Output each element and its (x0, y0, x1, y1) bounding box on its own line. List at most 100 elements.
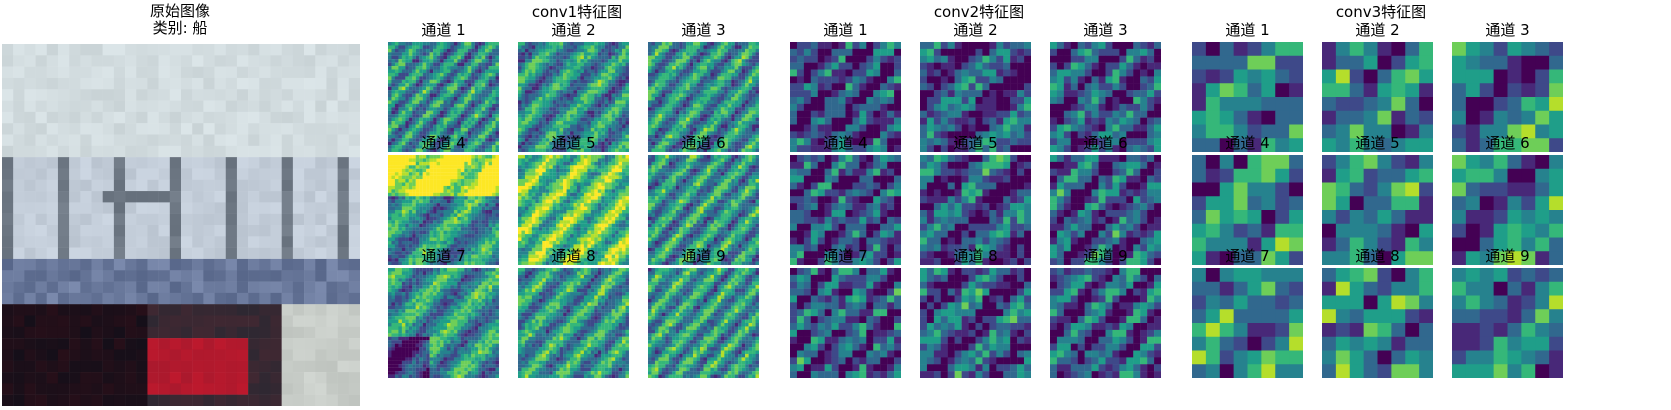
heatmap-cell (471, 66, 475, 70)
heatmap-cell (488, 182, 493, 187)
heatmap-cell (538, 124, 543, 129)
heatmap-cell (542, 127, 546, 132)
heatmap-cell (563, 45, 567, 49)
heatmap-cell (700, 45, 704, 49)
heatmap-cell (474, 124, 479, 129)
heatmap-cell (433, 69, 437, 74)
image-pixel (315, 168, 327, 180)
heatmap-cell (405, 172, 409, 176)
heatmap-cell (661, 90, 666, 94)
heatmap-cell (440, 165, 444, 169)
heatmap-cell (401, 131, 406, 135)
heatmap-cell (443, 240, 448, 245)
heatmap-cell (658, 90, 662, 94)
image-pixel (125, 202, 137, 214)
heatmap-cell (471, 141, 475, 146)
heatmap-cell (464, 48, 468, 53)
heatmap-cell (611, 121, 616, 125)
heatmap-cell (419, 189, 423, 193)
heatmap-cell (528, 93, 532, 98)
heatmap-cell (394, 158, 399, 162)
heatmap-cell (556, 48, 560, 53)
heatmap-cell (665, 141, 669, 146)
image-pixel (125, 213, 137, 226)
heatmap-cell (755, 141, 759, 146)
heatmap-cell (443, 227, 448, 231)
heatmap-cell (419, 234, 423, 238)
heatmap-cell (401, 103, 406, 108)
heatmap-cell (422, 93, 427, 98)
heatmap-cell (518, 141, 522, 146)
heatmap-cell (752, 141, 756, 146)
heatmap-cell (542, 121, 546, 125)
image-pixel (236, 213, 249, 226)
image-pixel (35, 66, 47, 79)
heatmap-cell (436, 76, 441, 80)
heatmap-cell (485, 117, 489, 122)
heatmap-cell (734, 45, 739, 49)
heatmap-cell (556, 145, 560, 149)
conv1-feature-map-channel-4 (388, 155, 499, 265)
heatmap-cell (426, 114, 430, 118)
image-pixel (91, 236, 103, 248)
heatmap-cell (488, 90, 493, 94)
heatmap-cell (686, 141, 690, 146)
heatmap-cell (450, 66, 455, 70)
heatmap-cell (464, 97, 468, 101)
heatmap-cell (651, 83, 656, 87)
heatmap-cell (446, 134, 451, 139)
image-pixel (315, 304, 327, 316)
image-pixel (292, 236, 305, 248)
image-pixel (337, 213, 350, 226)
image-pixel (24, 55, 36, 67)
image-pixel (337, 315, 350, 328)
heatmap-cell (724, 110, 728, 115)
heatmap-cell (672, 100, 676, 104)
image-pixel (80, 349, 92, 361)
heatmap-cell (419, 141, 423, 146)
image-pixel (281, 292, 294, 305)
heatmap-cell (422, 185, 427, 190)
heatmap-cell (481, 230, 486, 235)
heatmap-cell (552, 52, 557, 56)
heatmap-cell (563, 138, 567, 142)
heatmap-cell (446, 79, 451, 84)
heatmap-cell (415, 83, 420, 87)
heatmap-cell (467, 103, 472, 108)
heatmap-cell (717, 114, 721, 118)
heatmap-cell (597, 59, 602, 63)
heatmap-cell (679, 48, 683, 53)
heatmap-cell (422, 192, 427, 197)
heatmap-cell (460, 48, 465, 53)
heatmap-cell (412, 161, 416, 166)
heatmap-cell (549, 66, 553, 70)
heatmap-cell (460, 127, 465, 132)
image-pixel (192, 191, 204, 203)
heatmap-cell (415, 86, 420, 91)
heatmap-cell (741, 42, 746, 46)
image-pixel (326, 383, 338, 395)
heatmap-cell (436, 69, 441, 74)
heatmap-cell (412, 240, 416, 245)
heatmap-cell (682, 66, 687, 70)
heatmap-cell (443, 148, 448, 152)
heatmap-cell (538, 72, 543, 77)
heatmap-cell (576, 52, 581, 56)
heatmap-cell (654, 62, 659, 67)
image-pixel (125, 191, 137, 203)
heatmap-cell (587, 100, 591, 104)
image-pixel (24, 213, 36, 226)
image-pixel (102, 213, 115, 226)
heatmap-cell (518, 76, 522, 80)
heatmap-cell (457, 76, 461, 80)
heatmap-cell (661, 52, 666, 56)
heatmap-cell (625, 86, 629, 91)
heatmap-cell (648, 148, 652, 152)
heatmap-cell (552, 100, 557, 104)
heatmap-cell (488, 240, 493, 245)
heatmap-cell (689, 145, 694, 149)
heatmap-cell (426, 210, 430, 214)
image-pixel (281, 304, 294, 316)
image-pixel (270, 383, 282, 395)
heatmap-cell (464, 69, 468, 74)
